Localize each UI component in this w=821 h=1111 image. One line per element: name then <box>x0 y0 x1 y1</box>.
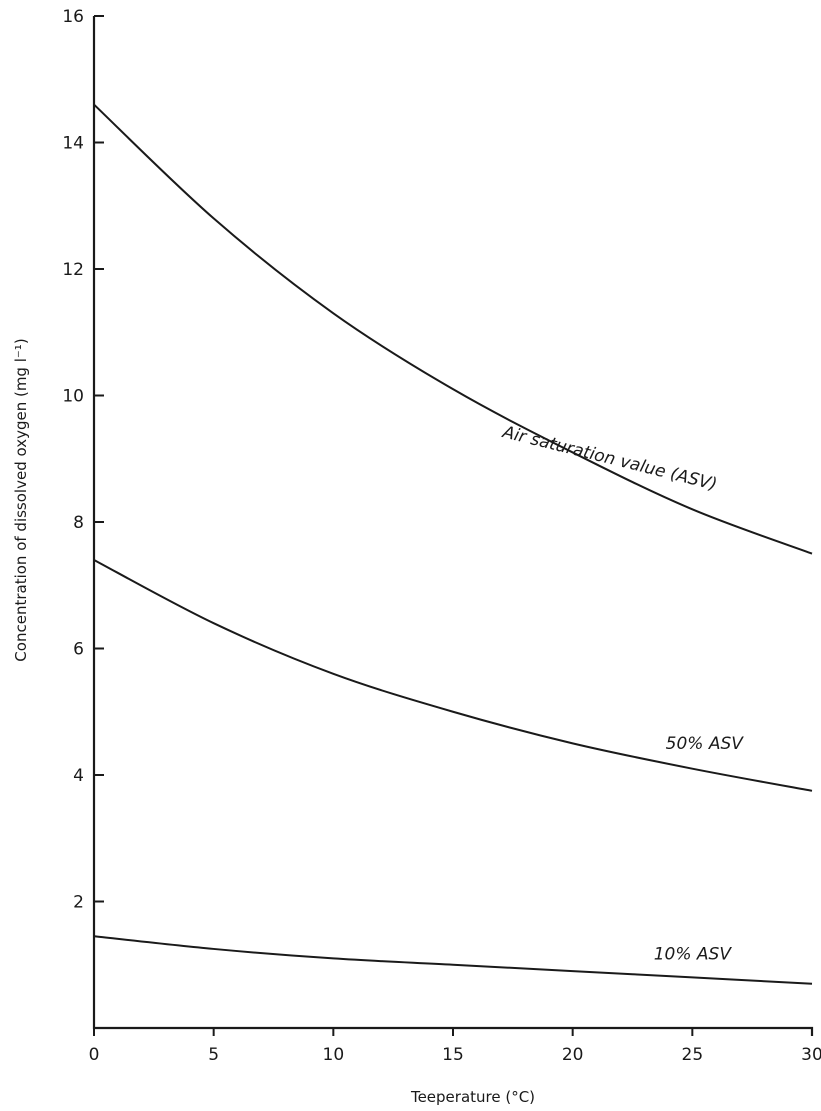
x-axis-title: Teeperature (°C) <box>410 1088 535 1106</box>
x-tick-label: 10 <box>323 1045 345 1065</box>
y-tick-label: 12 <box>62 260 84 280</box>
y-tick-label: 16 <box>62 7 84 27</box>
x-tick-label: 0 <box>89 1045 100 1065</box>
axes <box>92 15 814 1036</box>
y-tick-label: 8 <box>73 513 84 533</box>
x-axis-ticks: 0 5 10 15 20 25 30 <box>89 1028 821 1065</box>
x-tick-label: 30 <box>801 1045 821 1065</box>
x-tick-label: 25 <box>682 1045 704 1065</box>
series-label: Air saturation value (ASV) <box>500 422 719 495</box>
axis-frame <box>92 16 814 1036</box>
curves: Air saturation value (ASV) 50% ASV 10% ASV <box>93 103 813 985</box>
y-axis-title: Concentration of dissolved oxygen (mg l⁻… <box>12 338 30 661</box>
series-line <box>93 559 813 792</box>
series-label: 10% ASV <box>654 944 733 964</box>
series-line <box>93 935 813 985</box>
series-label: 50% ASV <box>666 734 745 754</box>
x-tick-label: 20 <box>562 1045 584 1065</box>
series-line <box>93 103 813 555</box>
y-tick-label: 10 <box>62 387 84 407</box>
y-tick-label: 4 <box>73 766 84 786</box>
y-axis-ticks: 2 4 6 8 10 12 14 16 <box>62 7 104 913</box>
x-tick-label: 5 <box>208 1045 219 1065</box>
y-tick-label: 2 <box>73 893 84 913</box>
y-tick-label: 6 <box>73 640 84 660</box>
y-tick-label: 14 <box>62 134 84 154</box>
x-tick-label: 15 <box>442 1045 464 1065</box>
